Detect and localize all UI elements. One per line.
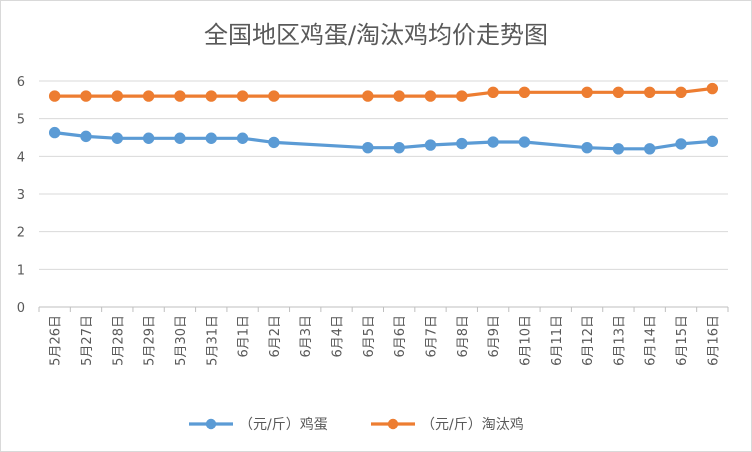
legend-swatch-marker xyxy=(205,418,217,430)
series-1-point xyxy=(644,143,656,155)
series-2-point xyxy=(581,86,593,99)
y-tick-label: 5 xyxy=(17,113,25,128)
series-1-point xyxy=(487,136,499,148)
x-tick-label: 6月13日 xyxy=(612,315,627,366)
series-1-point xyxy=(424,139,437,151)
series-2-point xyxy=(111,90,123,102)
y-tick-label: 4 xyxy=(17,150,25,165)
series-2-point xyxy=(80,90,92,102)
series-1-point xyxy=(362,141,374,154)
series-1-point xyxy=(142,132,155,144)
x-tick-label: 5月29日 xyxy=(143,315,158,366)
x-tick-label: 5月26日 xyxy=(49,315,64,366)
series-1-point xyxy=(48,126,61,139)
x-tick-label: 5月31日 xyxy=(205,315,220,366)
series-2-point xyxy=(48,90,61,102)
chart-title: 全国地区鸡蛋/淘汰鸡均价走势图 xyxy=(203,21,549,49)
series-2-point xyxy=(675,86,687,99)
series-1-point xyxy=(205,132,217,144)
series-1-point xyxy=(393,141,405,154)
series-1-point xyxy=(706,135,719,147)
x-tick-label: 6月12日 xyxy=(581,315,596,366)
series-1-point xyxy=(612,143,625,155)
x-tick-label: 6月14日 xyxy=(644,315,659,366)
x-tick-label: 6月4日 xyxy=(331,315,346,358)
x-tick-label: 6月8日 xyxy=(456,315,471,358)
series-2-point xyxy=(174,90,186,102)
legend-label: （元/斤）淘汰鸡 xyxy=(421,416,524,433)
legend-label: （元/斤）鸡蛋 xyxy=(239,416,328,433)
x-tick-label: 6月1日 xyxy=(237,315,252,358)
series-1-point xyxy=(268,136,280,149)
series-1-point xyxy=(518,136,531,148)
series-2-point xyxy=(236,90,249,102)
series-1-point xyxy=(675,138,687,150)
y-tick-label: 3 xyxy=(17,188,25,203)
x-tick-label: 6月11日 xyxy=(550,315,565,366)
x-tick-label: 6月10日 xyxy=(518,315,533,366)
series-1-point xyxy=(581,141,593,154)
y-tick-label: 6 xyxy=(17,75,25,90)
series-2-point xyxy=(518,86,531,99)
series-2-point xyxy=(644,86,656,99)
series-2-point xyxy=(456,90,468,102)
x-tick-label: 6月7日 xyxy=(424,315,439,358)
series-1-point xyxy=(174,132,186,144)
series-2-point xyxy=(424,90,437,102)
series-2-point xyxy=(142,90,155,102)
x-tick-label: 6月15日 xyxy=(675,315,690,366)
x-tick-label: 6月5日 xyxy=(362,315,377,358)
series-2-point xyxy=(393,90,405,102)
series-2-point xyxy=(205,90,217,102)
y-tick-label: 2 xyxy=(17,226,25,241)
x-tick-label: 6月9日 xyxy=(487,315,502,358)
y-tick-label: 0 xyxy=(17,301,25,316)
y-tick-label: 1 xyxy=(17,263,25,278)
series-1-point xyxy=(456,137,468,150)
x-tick-label: 5月27日 xyxy=(80,315,95,366)
series-1-point xyxy=(80,130,92,143)
series-2-point xyxy=(706,82,719,95)
x-tick-label: 6月2日 xyxy=(268,315,283,358)
series-2-point xyxy=(268,90,280,102)
series-2-point xyxy=(487,86,499,99)
x-tick-label: 6月6日 xyxy=(393,315,408,358)
x-tick-label: 5月28日 xyxy=(111,315,126,366)
series-2-point xyxy=(362,90,374,102)
x-tick-label: 6月16日 xyxy=(706,315,721,366)
series-1-point xyxy=(236,132,249,144)
x-tick-label: 5月30日 xyxy=(174,315,189,366)
series-1-point xyxy=(111,132,123,144)
legend-swatch-marker xyxy=(387,418,399,430)
series-2-point xyxy=(612,86,625,99)
x-tick-label: 6月3日 xyxy=(299,315,314,358)
